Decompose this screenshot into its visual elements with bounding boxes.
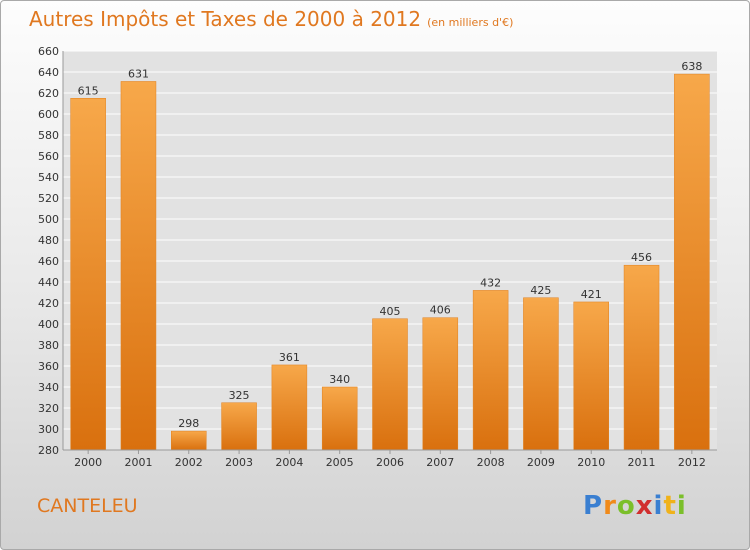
data-label: 432: [480, 276, 501, 289]
y-tick-label: 360: [38, 360, 59, 373]
y-tick-label: 400: [38, 318, 59, 331]
x-tick-label: 2008: [477, 456, 505, 469]
data-label: 425: [530, 284, 551, 297]
x-tick-label: 2010: [577, 456, 605, 469]
data-label: 421: [581, 288, 602, 301]
data-label: 325: [229, 389, 250, 402]
y-tick-label: 500: [38, 213, 59, 226]
y-tick-label: 480: [38, 234, 59, 247]
y-tick-label: 460: [38, 255, 59, 268]
x-tick-label: 2005: [326, 456, 354, 469]
bar: [70, 98, 106, 451]
y-tick-label: 320: [38, 402, 59, 415]
data-label: 361: [279, 351, 300, 364]
data-label: 631: [128, 67, 149, 80]
data-label: 405: [380, 305, 401, 318]
bar: [271, 364, 308, 451]
axes: 280 300 320 340 360 380 400 420 440 460 480 500 520 5…: [38, 45, 717, 469]
x-tick-label: 2000: [74, 456, 102, 469]
bar: [573, 301, 609, 451]
logo-letter: i: [653, 491, 664, 521]
bar: [321, 386, 358, 451]
y-tick-label: 520: [38, 192, 59, 205]
y-tick-label: 440: [38, 276, 59, 289]
x-tick-label: 2011: [628, 456, 656, 469]
logo-letter: P: [583, 491, 604, 521]
bar: [523, 297, 559, 451]
y-tick-label: 380: [38, 339, 59, 352]
bar: [674, 73, 710, 451]
x-tick-label: 2012: [678, 456, 706, 469]
logo-letter: i: [676, 491, 687, 521]
x-tick-label: 2003: [225, 456, 253, 469]
bar: [623, 264, 660, 451]
bar: [120, 81, 157, 451]
y-tick-label: 340: [38, 381, 59, 394]
chart-title-text: Autres Impôts et Taxes de 2000 à 2012: [29, 7, 422, 31]
y-tick-label: 620: [38, 87, 59, 100]
x-tick-label: 2007: [426, 456, 454, 469]
data-label: 340: [329, 373, 350, 386]
logo-letter: x: [635, 491, 654, 521]
bar: [171, 430, 207, 451]
chart-unit: (en milliers d'€): [427, 16, 514, 29]
data-label: 456: [631, 251, 652, 264]
y-tick-label: 420: [38, 297, 59, 310]
bar: [221, 402, 257, 451]
x-tick-label: 2009: [527, 456, 555, 469]
chart-title: Autres Impôts et Taxes de 2000 à 2012 (en…: [29, 7, 513, 31]
x-tick-label: 2004: [275, 456, 303, 469]
bar: [422, 317, 459, 451]
x-tick-label: 2002: [175, 456, 203, 469]
town-name: CANTELEU: [37, 495, 138, 517]
y-tick-label: 600: [38, 108, 59, 121]
logo-letter: t: [663, 491, 677, 521]
y-tick-label: 540: [38, 171, 59, 184]
bar: [372, 318, 408, 451]
data-label: 406: [430, 304, 451, 317]
y-tick-label: 580: [38, 129, 59, 142]
bars: 615 631 298 325 361 340 405 406 432 425 421 456 638: [70, 60, 710, 451]
y-tick-label: 300: [38, 423, 59, 436]
y-tick-label: 640: [38, 66, 59, 79]
x-tick-label: 2006: [376, 456, 404, 469]
proxiti-logo: Proxiti: [583, 491, 687, 521]
data-label: 298: [178, 417, 199, 430]
data-label: 615: [78, 84, 99, 97]
y-tick-label: 660: [38, 45, 59, 58]
y-tick-label: 560: [38, 150, 59, 163]
y-tick-label: 280: [38, 444, 59, 457]
logo-letter: r: [603, 491, 617, 521]
logo-letter: o: [616, 491, 636, 521]
x-tick-label: 2001: [124, 456, 152, 469]
data-label: 638: [681, 60, 702, 73]
bar: [472, 290, 509, 451]
